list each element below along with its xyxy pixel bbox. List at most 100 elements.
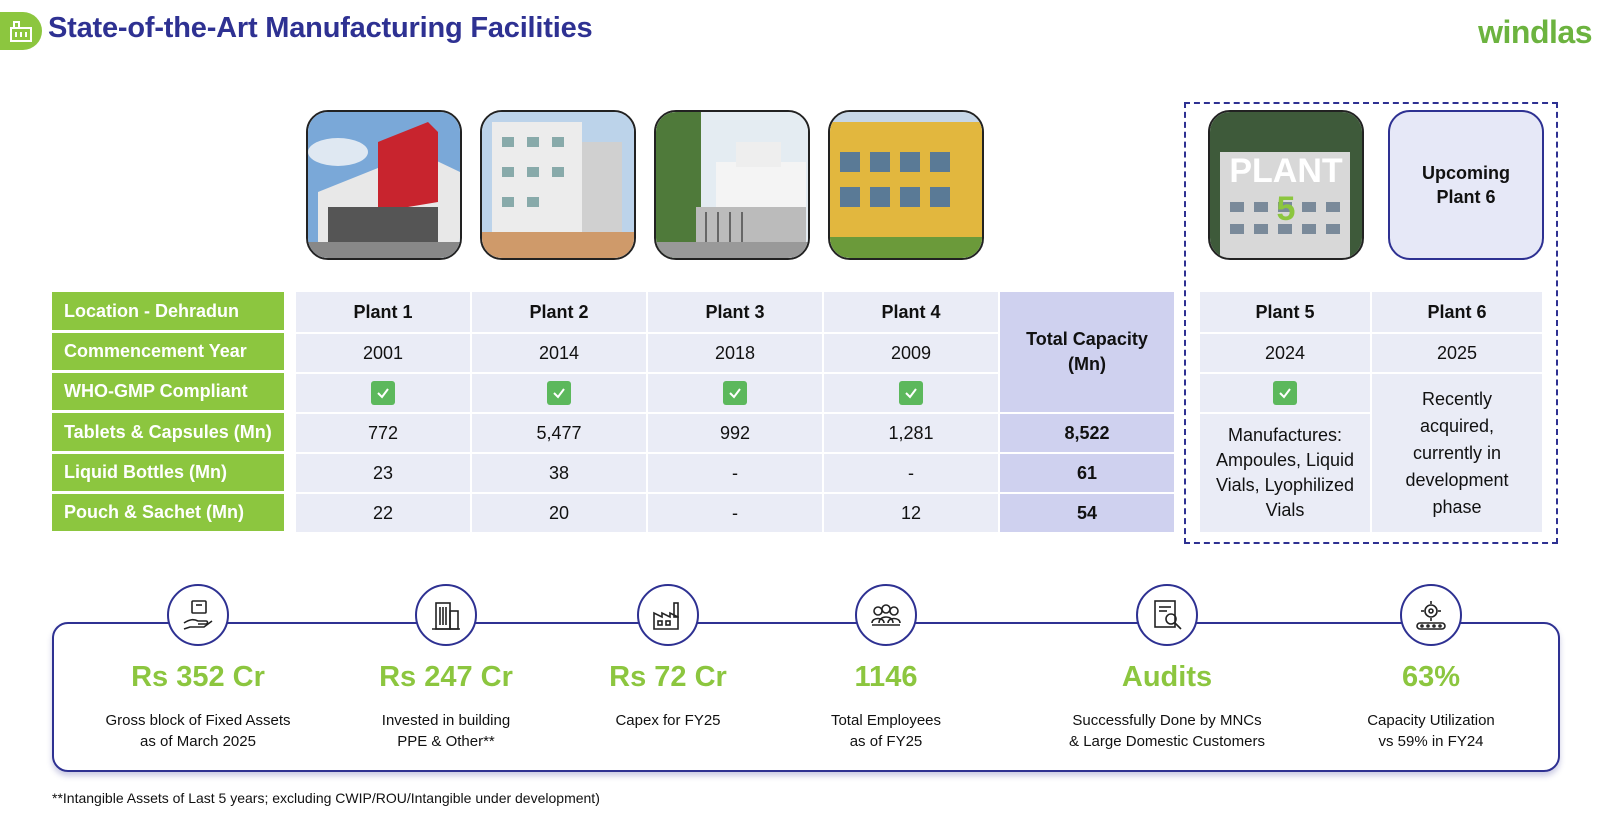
plant-6-desc-line: phase (1432, 496, 1482, 517)
plant-6-desc-line: acquired, (1419, 415, 1495, 436)
check-icon (1273, 381, 1297, 405)
plant-3-pouch: - (648, 494, 822, 532)
title-badge (0, 12, 42, 50)
windlas-logo: windlas (1478, 14, 1592, 50)
stat-value-capex: Rs 72 Cr (609, 661, 727, 693)
building-icon (415, 584, 477, 646)
stat-desc-audits: Successfully Done by MNCs & Large Domesti… (1027, 710, 1307, 752)
plant-2-gmp (472, 374, 646, 412)
plant-6-year: 2025 (1372, 334, 1542, 372)
plant-1-tablets: 772 (296, 414, 470, 452)
plant-5-photo: PLANT 5 (1208, 110, 1364, 260)
plant-5-description: Manufactures: Ampoules, Liquid Vials, Ly… (1200, 414, 1370, 532)
plant-1-pouch: 22 (296, 494, 470, 532)
total-capacity-header: Total Capacity (Mn) (1000, 292, 1174, 412)
factory-bottle-icon (10, 21, 32, 42)
plant-2-photo (480, 110, 636, 260)
stat-line: Capacity Utilization (1367, 712, 1495, 729)
check-icon (547, 381, 571, 405)
plant-3-photo (654, 110, 810, 260)
total-header-line1: Total Capacity (1026, 329, 1148, 349)
hand-money-icon (167, 584, 229, 646)
row-label-who-gmp: WHO-GMP Compliant (52, 373, 284, 410)
stat-line: vs 59% in FY24 (1378, 733, 1484, 750)
plant-1-liquid: 23 (296, 454, 470, 492)
stat-value-invested: Rs 247 Cr (379, 661, 513, 693)
check-icon (899, 381, 923, 405)
plant-5-year: 2024 (1200, 334, 1370, 372)
plant-4-year: 2009 (824, 334, 998, 372)
factory-icon (637, 584, 699, 646)
plant-6-header: Plant 6 (1372, 292, 1542, 332)
stat-line: as of FY25 (849, 733, 923, 750)
stat-line: Capex for FY25 (615, 712, 721, 729)
plant-5-header: Plant 5 (1200, 292, 1370, 332)
stat-line: PPE & Other** (397, 733, 495, 750)
stat-value-audits: Audits (1121, 661, 1213, 693)
stat-line: Total Employees (830, 712, 942, 729)
check-icon (371, 381, 395, 405)
row-label-pouch: Pouch & Sachet (Mn) (52, 494, 284, 531)
stat-line: & Large Domestic Customers (1069, 733, 1265, 750)
audit-icon (1136, 584, 1198, 646)
row-label-location: Location - Dehradun (52, 292, 284, 330)
row-label-commencement: Commencement Year (52, 333, 284, 370)
stat-desc-gross-block: Gross block of Fixed Assets as of March 2… (58, 710, 338, 752)
plant-5-desc-line: Vials, Lyophilized (1215, 475, 1355, 495)
total-tablets: 8,522 (1000, 414, 1174, 452)
plant-4-photo (828, 110, 984, 260)
stat-value-gross-block: Rs 352 Cr (131, 661, 265, 693)
stat-line: Gross block of Fixed Assets (105, 712, 291, 729)
plant-2-tablets: 5,477 (472, 414, 646, 452)
upcoming-line2: Plant 6 (1436, 187, 1496, 207)
plant-1-year: 2001 (296, 334, 470, 372)
total-header-line2: (Mn) (1068, 354, 1106, 374)
plant-3-year: 2018 (648, 334, 822, 372)
plant-6-description: Recently acquired, currently in developm… (1372, 374, 1542, 532)
plant-2-liquid: 38 (472, 454, 646, 492)
plant-5-photo-label: PLANT (1229, 152, 1343, 190)
plants-5-6-group (1184, 102, 1558, 544)
stat-line: Invested in building (381, 712, 511, 729)
plant-6-desc-line: Recently (1421, 388, 1493, 409)
plant-5-desc-line: Ampoules, Liquid (1215, 450, 1355, 470)
gear-conveyor-icon (1400, 584, 1462, 646)
key-stats-panel (52, 622, 1560, 772)
page-title: State-of-the-Art Manufacturing Facilitie… (48, 12, 593, 44)
plant-4-gmp (824, 374, 998, 412)
stat-line: Successfully Done by MNCs (1072, 712, 1262, 729)
plant-1-header: Plant 1 (296, 292, 470, 332)
plant-5-desc-line: Manufactures: (1227, 425, 1343, 445)
total-pouch: 54 (1000, 494, 1174, 532)
plant-6-desc-line: currently in (1412, 442, 1502, 463)
plant-4-tablets: 1,281 (824, 414, 998, 452)
upcoming-line1: Upcoming (1422, 163, 1510, 183)
plant-3-tablets: 992 (648, 414, 822, 452)
stat-desc-invested: Invested in building PPE & Other** (306, 710, 586, 752)
plant-4-pouch: 12 (824, 494, 998, 532)
plant-4-header: Plant 4 (824, 292, 998, 332)
row-label-tablets: Tablets & Capsules (Mn) (52, 413, 284, 451)
plant-2-pouch: 20 (472, 494, 646, 532)
plant-3-gmp (648, 374, 822, 412)
check-icon (723, 381, 747, 405)
plant-5-gmp (1200, 374, 1370, 412)
stat-value-utilization: 63% (1401, 661, 1461, 693)
total-liquid: 61 (1000, 454, 1174, 492)
people-icon (855, 584, 917, 646)
stat-desc-capex: Capex for FY25 (528, 710, 808, 731)
plant-5-photo-number: 5 (1277, 190, 1296, 228)
plant-2-header: Plant 2 (472, 292, 646, 332)
upcoming-plant-6-card: Upcoming Plant 6 (1388, 110, 1544, 260)
stat-desc-employees: Total Employees as of FY25 (746, 710, 1026, 752)
stat-desc-utilization: Capacity Utilization vs 59% in FY24 (1291, 710, 1571, 752)
plant-4-liquid: - (824, 454, 998, 492)
row-label-liquid: Liquid Bottles (Mn) (52, 454, 284, 491)
plant-1-gmp (296, 374, 470, 412)
plant-3-header: Plant 3 (648, 292, 822, 332)
plant-6-desc-line: development (1405, 469, 1509, 490)
plant-3-liquid: - (648, 454, 822, 492)
footnote: **Intangible Assets of Last 5 years; exc… (52, 790, 600, 806)
plant-1-photo (306, 110, 462, 260)
plant-2-year: 2014 (472, 334, 646, 372)
